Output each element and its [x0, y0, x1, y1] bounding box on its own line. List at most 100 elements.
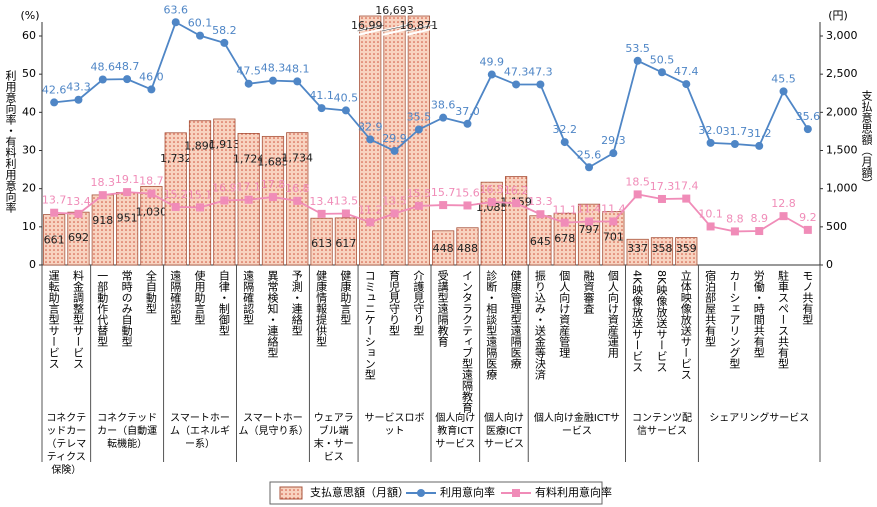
point	[560, 138, 569, 147]
y-tick-label: 20	[22, 182, 36, 195]
point	[268, 76, 277, 85]
x-tick-label: 駐車スペース共有型	[776, 270, 790, 369]
point-label: 45.5	[771, 72, 796, 85]
x-tick-label: 8K映像放送サービス	[654, 270, 668, 373]
legend-marker	[417, 489, 425, 497]
bar	[650, 237, 674, 266]
line	[54, 191, 809, 233]
point	[682, 194, 691, 203]
point-label: 8.9	[750, 212, 768, 225]
point-label: 48.6	[91, 61, 116, 74]
point	[366, 218, 375, 227]
point	[487, 198, 496, 207]
y2-tick-label: 2,500	[826, 67, 858, 80]
point	[585, 217, 594, 226]
point	[585, 163, 594, 172]
x-tick-label: 運転助言型サービス	[47, 270, 61, 369]
group-label: 個人向け教育ICTサービス	[435, 413, 476, 450]
axis-break	[357, 24, 386, 32]
x-tick-label: 常時のみ自動型	[120, 270, 134, 347]
point	[50, 98, 59, 107]
group-label: コネクテッドカー（自動運転機能）	[97, 413, 158, 450]
point-label: 48.1	[285, 62, 310, 75]
point-label: 32.2	[552, 123, 577, 136]
point	[536, 80, 545, 89]
point-label: 8.8	[726, 212, 744, 225]
point	[463, 201, 472, 210]
bar	[675, 237, 698, 266]
x-tick-label: 健康管理型遠隔医療	[509, 270, 523, 369]
bar-label: 1,890	[184, 140, 216, 153]
point-label: 18.7	[139, 175, 164, 188]
point-label: 15.7	[431, 186, 456, 199]
point-label: 35.6	[796, 110, 821, 123]
point	[220, 196, 229, 205]
point-label: 60.1	[188, 17, 213, 30]
point-label: 32.9	[358, 120, 383, 133]
point-label: 47.4	[674, 65, 699, 78]
point-label: 47.3	[504, 65, 529, 78]
x-tick-label: 使用助言型	[193, 270, 207, 325]
point	[293, 196, 302, 205]
x-tick-label: コミュニケーション型	[363, 270, 377, 380]
point-label: 18.3	[91, 176, 116, 189]
point	[779, 87, 788, 96]
point	[293, 77, 302, 86]
x-tick-label: 個人向け資産管理	[557, 270, 571, 358]
bar-label: 1,030	[136, 205, 168, 218]
bar-label: 701	[603, 230, 624, 243]
x-tick-label: 遠隔確認型	[168, 270, 182, 325]
point	[390, 209, 399, 218]
bar	[334, 217, 358, 266]
point	[244, 79, 253, 88]
legend-label: 支払意思額（月額）	[310, 485, 409, 499]
axis-break	[381, 24, 411, 32]
y-tick-label: 50	[22, 67, 36, 80]
point-label: 13.5	[382, 194, 407, 207]
point	[196, 203, 205, 212]
y2-tick-label: 3,000	[826, 29, 858, 42]
axis-break	[405, 28, 432, 36]
x-tick-label: 料金調整型サービス	[71, 270, 85, 369]
x-tick-label: 一部動作代替型	[95, 270, 109, 347]
bar-label: 692	[68, 231, 89, 244]
bar	[432, 230, 455, 266]
bar	[626, 238, 649, 266]
point	[317, 104, 326, 113]
point-label: 25.6	[577, 148, 602, 161]
point-label: 17.3	[650, 180, 675, 193]
bar-label: 337	[627, 242, 648, 255]
point-label: 58.2	[212, 24, 237, 37]
point	[171, 18, 180, 27]
point	[755, 227, 764, 236]
x-tick-label: 健康情報提供型	[314, 270, 328, 347]
point-label: 13.3	[528, 195, 553, 208]
point-label: 11.2	[358, 203, 383, 216]
point	[74, 209, 83, 218]
point-label: 46.0	[139, 70, 164, 83]
bar	[213, 118, 236, 266]
point-label: 43.3	[66, 81, 91, 94]
group-label: シェアリングサービス	[709, 413, 810, 424]
point	[366, 135, 375, 144]
point	[706, 222, 715, 231]
x-tick-label: 健康助言型	[338, 270, 352, 325]
point	[657, 194, 666, 203]
point-label: 11.4	[577, 202, 602, 215]
x-tick-label: 自律・制御型	[217, 270, 231, 336]
point	[803, 225, 812, 234]
point	[74, 95, 83, 104]
point	[341, 209, 350, 218]
point	[463, 119, 472, 128]
group-label: 個人向け金融ICTサービス	[533, 413, 620, 437]
legend-marker	[512, 489, 520, 497]
point	[706, 138, 715, 147]
point-label: 35.5	[407, 111, 432, 124]
bar	[188, 120, 212, 266]
bar	[577, 203, 601, 266]
point	[147, 85, 156, 94]
y2-unit: (円)	[828, 9, 848, 22]
point	[682, 80, 691, 89]
point	[609, 149, 618, 158]
